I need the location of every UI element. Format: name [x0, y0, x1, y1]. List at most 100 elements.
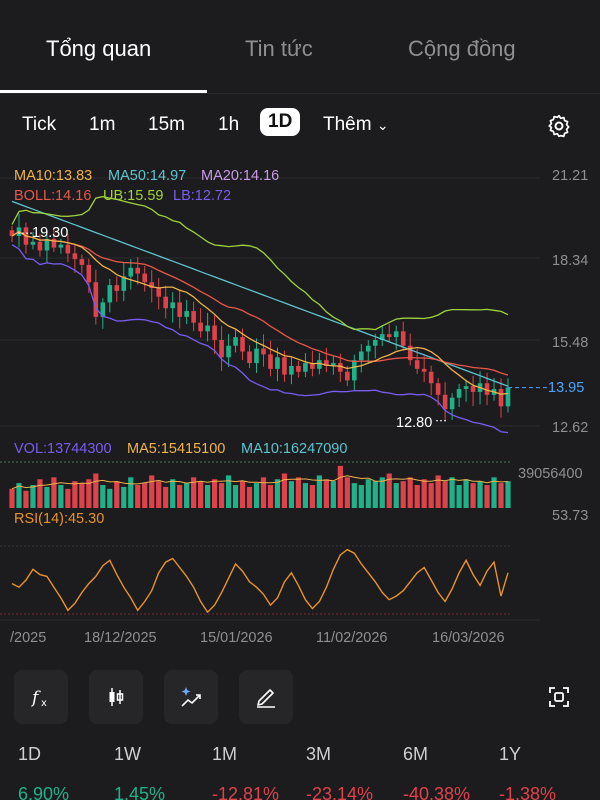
interval-tick[interactable]: Tick: [22, 114, 57, 135]
volume-bar: [274, 479, 281, 508]
candle-body: [121, 276, 127, 291]
interval-more[interactable]: Thêm ⌄: [323, 114, 389, 136]
function-icon: f x: [30, 688, 47, 709]
candle-body: [456, 389, 462, 398]
price-tick: 21.21: [552, 168, 589, 184]
candle-body: [289, 365, 294, 375]
candle-body: [163, 296, 168, 309]
candle-body: [212, 325, 217, 340]
ai-pattern-button[interactable]: [164, 670, 218, 724]
volume-bar: [163, 486, 169, 508]
volume-bar: [177, 485, 183, 508]
period-label: 1W: [114, 744, 141, 764]
chevron-down-icon: ⌄: [376, 117, 389, 133]
candle-body: [93, 282, 99, 317]
volume-bar: [51, 477, 57, 508]
volume-bar: [30, 485, 36, 508]
candle-body: [317, 360, 322, 369]
volume-bar: [37, 479, 43, 508]
period-return-down: -1.38%: [499, 784, 557, 800]
draw-button[interactable]: [239, 670, 293, 724]
candle-body: [247, 351, 252, 364]
candle-body: [198, 322, 203, 332]
candle-body: [254, 348, 259, 364]
price-tick: 12.62: [552, 420, 589, 436]
chart-area[interactable]: MA10:13.83 MA50:14.97 MA20:14.16 BOLL:14…: [0, 158, 600, 658]
volume-bar: [23, 490, 29, 508]
candle-body: [156, 287, 162, 297]
candle-body: [400, 331, 406, 346]
tab-community[interactable]: Cộng đồng: [408, 36, 516, 61]
volume-bar: [128, 477, 134, 508]
volume-bar: [442, 481, 448, 508]
date-tick: /2025: [10, 630, 47, 646]
volume-bar: [372, 481, 378, 508]
volume-bar: [239, 481, 246, 508]
interval-more-label: Thêm: [323, 114, 372, 135]
candle-body: [58, 244, 64, 248]
volume-bar: [449, 477, 455, 508]
volume-bar: [435, 475, 441, 508]
volume-axis-tick: 39056400: [518, 466, 583, 482]
volume-bar: [107, 488, 113, 508]
candle-body: [114, 285, 120, 291]
candle-body: [372, 339, 378, 346]
interval-1h[interactable]: 1h: [218, 114, 240, 135]
volume-bar: [72, 481, 78, 508]
lower-band-line: [11, 244, 509, 434]
volume-bar: [121, 486, 127, 508]
chart-type-button[interactable]: [89, 670, 143, 724]
candle-body: [177, 302, 182, 317]
active-tab-indicator: [0, 90, 207, 93]
candle-body: [65, 244, 71, 254]
candle-body: [261, 348, 266, 355]
period-return-up: 1.45%: [114, 784, 166, 800]
volume-bar: [421, 479, 427, 508]
candle-body: [421, 368, 427, 372]
volume-bar: [149, 475, 155, 508]
volume-bar: [351, 483, 357, 508]
volume-bar: [267, 485, 274, 508]
period-label: 1D: [18, 744, 42, 764]
volume-ma10-label: MA10:16247090: [241, 441, 348, 457]
date-tick: 18/12/2025: [84, 630, 157, 646]
volume-bar: [198, 481, 204, 508]
period-label: 1M: [212, 744, 238, 764]
tab-news[interactable]: Tin tức: [245, 36, 313, 61]
ma50-line: [11, 200, 509, 387]
candle-body: [9, 230, 15, 237]
volume-bar: [386, 473, 392, 508]
volume-label: VOL:13744300: [14, 441, 112, 457]
interval-1m[interactable]: 1m: [89, 114, 116, 135]
ma20-label: MA20:14.16: [201, 168, 280, 184]
volume-bar: [323, 479, 329, 508]
ma10-label: MA10:13.83: [14, 168, 93, 184]
volume-bar: [295, 477, 302, 508]
chart-toolbar: f x: [0, 668, 600, 726]
scan-frame-icon: [549, 687, 569, 707]
candle-body: [484, 383, 490, 395]
volume-bar: [218, 483, 225, 508]
gear-icon[interactable]: [546, 113, 572, 139]
volume-bar: [260, 477, 267, 508]
candle-body: [240, 337, 245, 352]
indicator-button[interactable]: f x: [14, 670, 68, 724]
candle-body: [435, 383, 441, 395]
volume-bar: [358, 485, 364, 508]
lb-label: LB:12.72: [173, 188, 232, 204]
candle-body: [310, 363, 315, 369]
candlestick-icon: [109, 688, 124, 706]
date-tick: 16/03/2026: [432, 630, 505, 646]
volume-bar: [142, 483, 148, 508]
tab-overview[interactable]: Tổng quan: [46, 36, 152, 61]
screenshot-button[interactable]: [532, 670, 586, 724]
interval-15m[interactable]: 15m: [148, 114, 185, 135]
candle-body: [428, 371, 434, 384]
volume-bar: [135, 485, 141, 508]
period-label: 6M: [403, 744, 429, 764]
interval-1d[interactable]: 1D: [260, 108, 301, 136]
candle-body: [100, 302, 106, 317]
last-price-tick: 13.95: [548, 380, 585, 396]
volume-bar: [93, 473, 99, 508]
volume-bar: [79, 483, 85, 508]
